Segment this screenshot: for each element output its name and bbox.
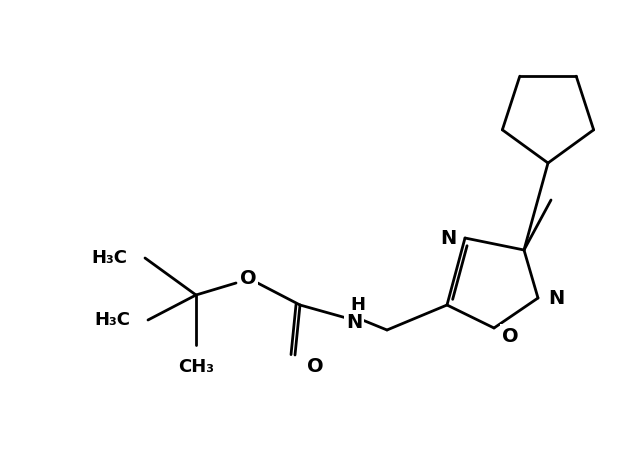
Text: N: N [548, 288, 564, 307]
Text: H₃C: H₃C [94, 311, 130, 329]
Text: N: N [346, 314, 362, 332]
Text: N: N [441, 228, 457, 247]
Text: O: O [240, 268, 256, 287]
Text: O: O [307, 358, 324, 377]
Text: O: O [502, 326, 518, 345]
Text: CH₃: CH₃ [178, 358, 214, 376]
Text: H: H [351, 296, 365, 314]
Text: H₃C: H₃C [91, 249, 127, 267]
